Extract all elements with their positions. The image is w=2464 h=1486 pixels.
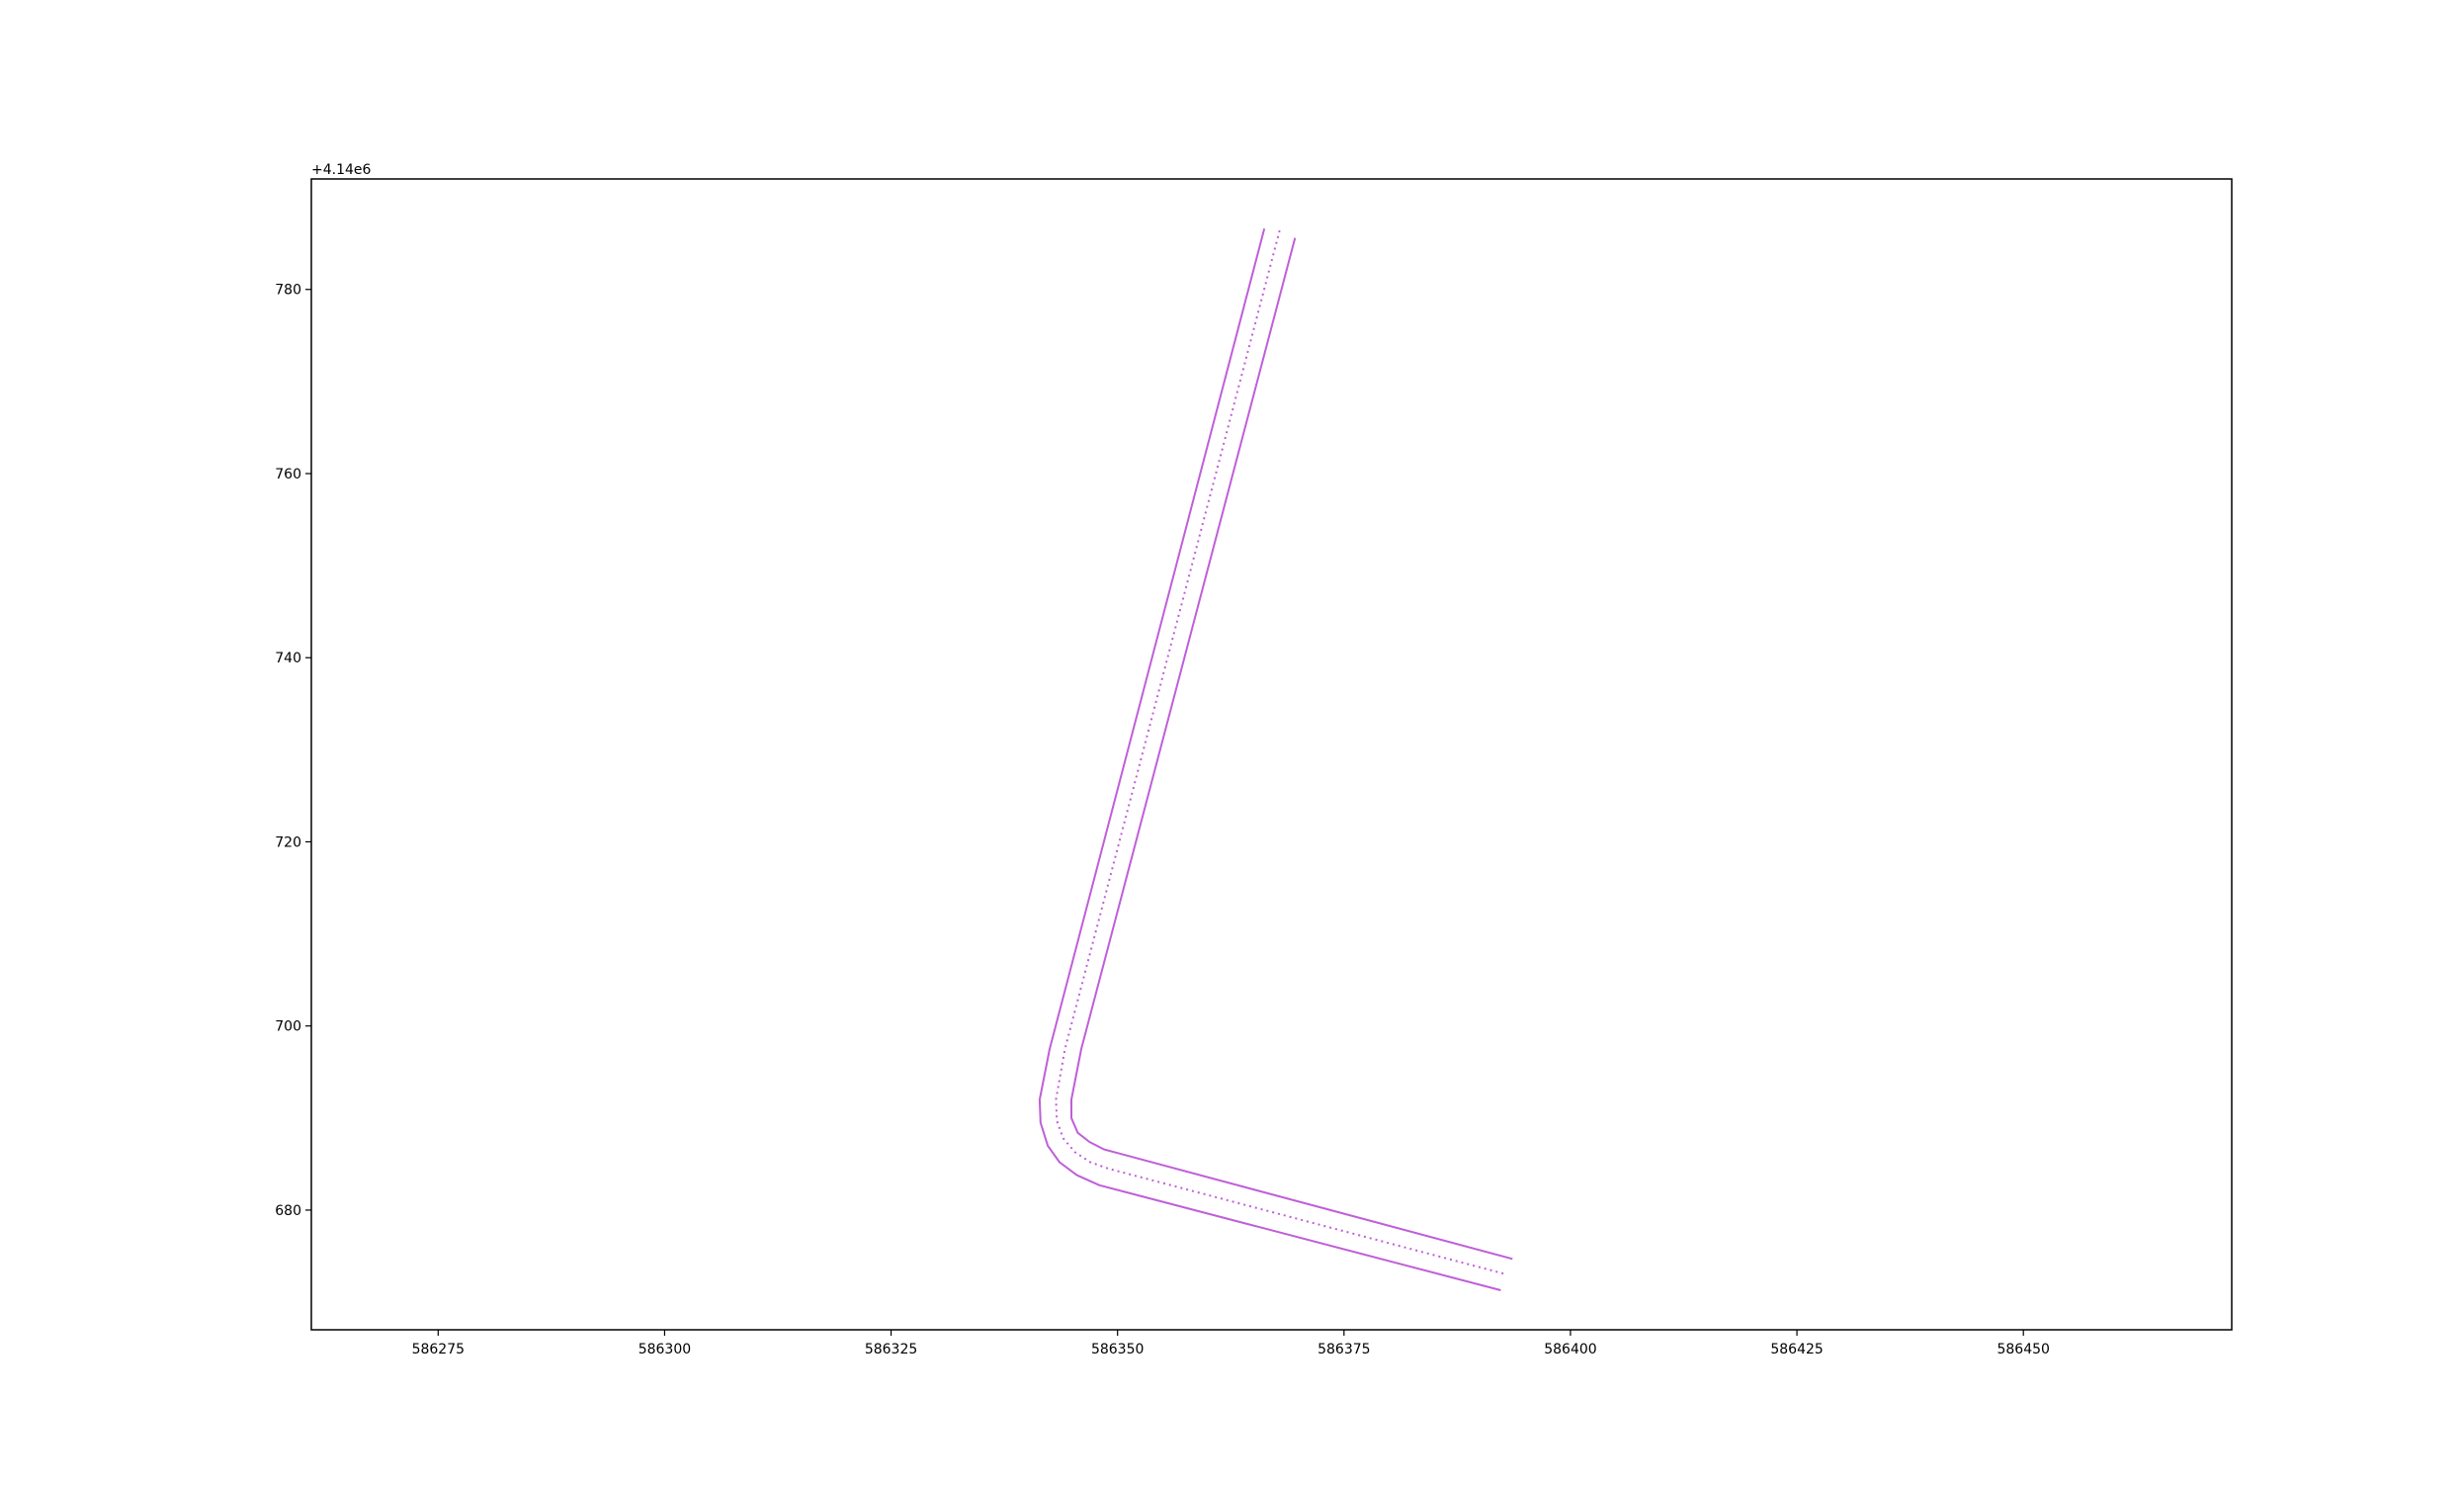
y-tick-label: 720	[275, 834, 301, 850]
series-line-1	[1038, 228, 1501, 1291]
y-axis: 680 700 720 740 760 780	[275, 283, 311, 1219]
x-tick-label: 586350	[1091, 1342, 1144, 1357]
x-axis: 586275 586300 586325 586350 586375 586400 5864…	[412, 1330, 2050, 1357]
y-tick-label: 680	[275, 1203, 301, 1219]
x-tick-label: 586450	[1997, 1342, 2049, 1357]
x-tick-label: 586425	[1770, 1342, 1823, 1357]
y-tick-label: 780	[275, 283, 301, 299]
x-tick-label: 586325	[865, 1342, 917, 1357]
y-axis-offset-label: +4.14e6	[311, 162, 372, 178]
y-tick-label: 700	[275, 1019, 301, 1035]
series-layer	[1038, 228, 1513, 1291]
plot-frame	[310, 178, 2233, 1331]
x-tick-label: 586375	[1317, 1342, 1370, 1357]
series-line-3	[1070, 237, 1513, 1261]
x-tick-label: 586275	[412, 1342, 465, 1357]
x-tick-label: 586300	[638, 1342, 691, 1357]
series-line-2	[1055, 229, 1508, 1276]
y-tick-label: 740	[275, 651, 301, 666]
y-tick-label: 760	[275, 467, 301, 482]
x-tick-label: 586400	[1544, 1342, 1596, 1357]
